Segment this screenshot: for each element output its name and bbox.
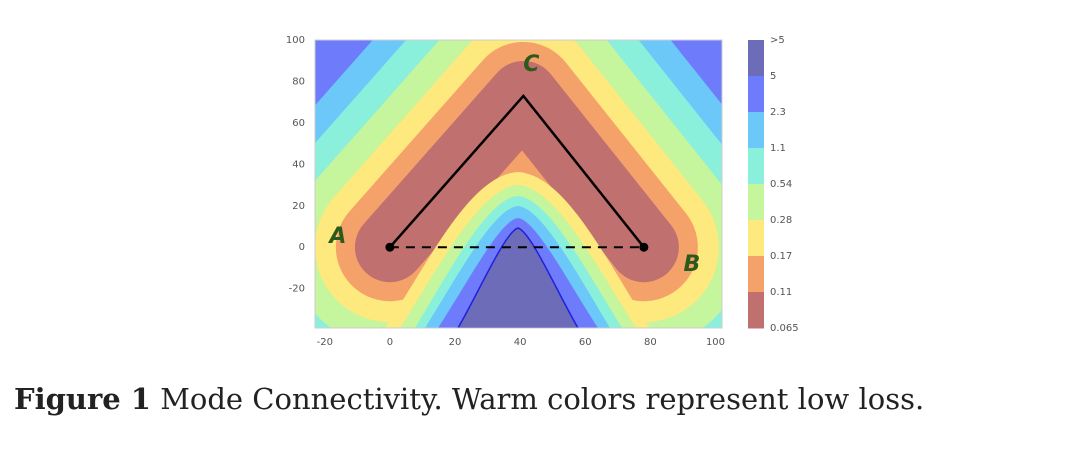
y-tick-label: 0 <box>299 242 305 253</box>
point-label: B <box>683 252 700 277</box>
colorbar-label: 0.28 <box>770 215 792 226</box>
colorbar-segment <box>748 256 764 293</box>
figure: >5 5 2.3 1.1 0.54 0.28 0.17 0.11 0.065 -20 0 20 40 6… <box>286 35 799 348</box>
y-tick-label: 20 <box>292 201 305 212</box>
endpoint <box>385 242 395 252</box>
x-tick-label: 20 <box>449 337 462 348</box>
colorbar-label: 2.3 <box>770 107 786 118</box>
contour-plot <box>315 40 722 328</box>
y-tick-label: 80 <box>292 76 305 87</box>
colorbar: >5 5 2.3 1.1 0.54 0.28 0.17 0.11 0.065 <box>748 35 799 334</box>
plot-frame <box>314 39 723 329</box>
colorbar-segment <box>748 40 764 77</box>
colorbar-segment <box>748 76 764 113</box>
point-label: C <box>523 52 539 77</box>
colorbar-label: 0.065 <box>770 323 799 334</box>
colorbar-label: 5 <box>770 71 776 82</box>
y-tick-label: 100 <box>286 35 305 46</box>
x-tick-label: 60 <box>579 337 592 348</box>
caption: Figure 1 Mode Connectivity. Warm colors … <box>14 382 924 416</box>
colorbar-label: 0.54 <box>770 179 792 190</box>
y-tick-label: 40 <box>292 159 305 170</box>
colorbar-segment <box>748 112 764 149</box>
y-tick-label: -20 <box>289 284 305 295</box>
caption-label: Figure 1 <box>14 382 151 416</box>
colorbar-label: 0.17 <box>770 251 792 262</box>
x-tick-label: 80 <box>644 337 657 348</box>
colorbar-segment <box>748 220 764 257</box>
colorbar-label: >5 <box>770 35 785 46</box>
caption-text: Mode Connectivity. Warm colors represent… <box>160 382 925 416</box>
x-tick-label: -20 <box>317 337 333 348</box>
x-tick-label: 40 <box>514 337 527 348</box>
colorbar-segment <box>748 292 764 329</box>
colorbar-segment <box>748 184 764 221</box>
colorbar-label: 0.11 <box>770 287 792 298</box>
path-overlay <box>385 93 649 252</box>
y-tick-label: 60 <box>292 118 305 129</box>
x-tick-label: 100 <box>706 337 725 348</box>
x-tick-label: 0 <box>387 337 393 348</box>
colorbar-segment <box>748 148 764 185</box>
contour-region <box>457 227 579 328</box>
endpoint <box>639 242 649 252</box>
colorbar-label: 1.1 <box>770 143 786 154</box>
curve-path <box>388 93 645 249</box>
point-label: A <box>327 224 346 249</box>
